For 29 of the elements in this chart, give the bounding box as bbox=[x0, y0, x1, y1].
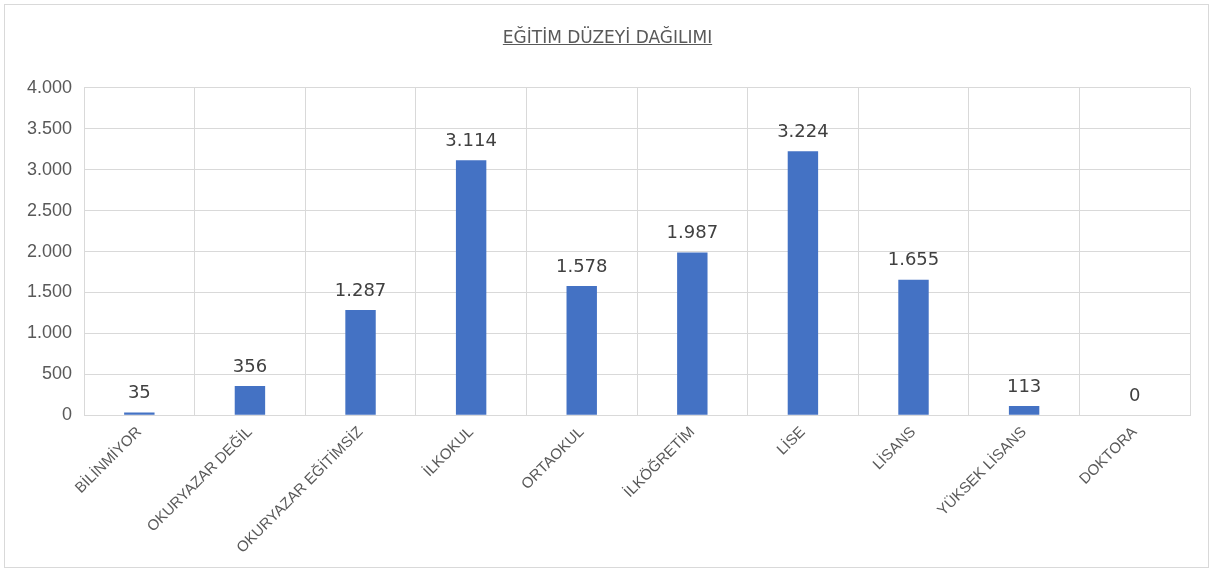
bar bbox=[787, 151, 819, 415]
bar bbox=[566, 286, 597, 415]
y-tick-label: 1.500 bbox=[27, 281, 73, 302]
y-tick-label: 3.500 bbox=[27, 117, 73, 138]
bar bbox=[898, 279, 929, 415]
data-label: 0 bbox=[1128, 383, 1141, 405]
data-label: 3.224 bbox=[777, 120, 829, 141]
y-tick-label: 4.000 bbox=[27, 76, 73, 97]
bar bbox=[455, 160, 487, 415]
y-tick-label: 1.000 bbox=[27, 322, 73, 343]
data-label: 356 bbox=[232, 354, 268, 376]
data-label: 1.655 bbox=[887, 248, 940, 270]
data-label: 3.114 bbox=[445, 129, 497, 151]
bar bbox=[1008, 406, 1040, 415]
y-tick-label: 500 bbox=[42, 363, 73, 384]
y-tick-label: 0 bbox=[62, 404, 73, 425]
data-label: 1.987 bbox=[666, 221, 719, 243]
bar bbox=[234, 386, 266, 415]
data-label: 1.578 bbox=[555, 254, 608, 276]
bar bbox=[677, 252, 708, 415]
data-label: 35 bbox=[127, 381, 151, 403]
bar bbox=[345, 309, 376, 415]
chart-title: EĞİTİM DÜZEYİ DAĞILIMI bbox=[501, 27, 714, 47]
data-label: 113 bbox=[1006, 374, 1042, 396]
bar bbox=[124, 412, 155, 415]
data-label: 1.287 bbox=[334, 278, 387, 300]
y-tick-label: 2.500 bbox=[27, 199, 73, 220]
y-tick-label: 3.000 bbox=[27, 158, 73, 179]
y-tick-label: 2.000 bbox=[27, 240, 73, 261]
